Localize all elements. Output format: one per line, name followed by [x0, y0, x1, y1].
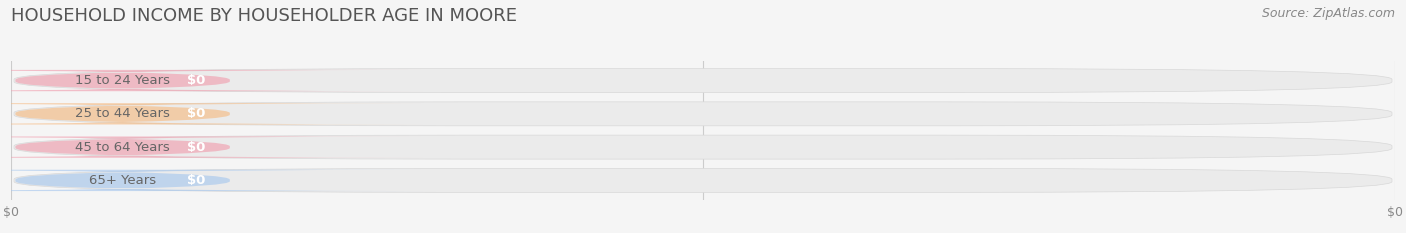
- Text: Source: ZipAtlas.com: Source: ZipAtlas.com: [1261, 7, 1395, 20]
- FancyBboxPatch shape: [0, 103, 423, 124]
- Text: 65+ Years: 65+ Years: [89, 174, 156, 187]
- FancyBboxPatch shape: [14, 69, 1392, 93]
- FancyBboxPatch shape: [0, 137, 423, 158]
- Text: $0: $0: [187, 74, 205, 87]
- Text: HOUSEHOLD INCOME BY HOUSEHOLDER AGE IN MOORE: HOUSEHOLD INCOME BY HOUSEHOLDER AGE IN M…: [11, 7, 517, 25]
- Text: 45 to 64 Years: 45 to 64 Years: [76, 141, 170, 154]
- Text: 15 to 24 Years: 15 to 24 Years: [75, 74, 170, 87]
- FancyBboxPatch shape: [14, 102, 1392, 126]
- Text: $0: $0: [187, 107, 205, 120]
- Text: $0: $0: [187, 174, 205, 187]
- FancyBboxPatch shape: [14, 168, 1392, 192]
- FancyBboxPatch shape: [0, 70, 423, 91]
- FancyBboxPatch shape: [0, 170, 423, 191]
- FancyBboxPatch shape: [14, 135, 1392, 159]
- Text: 25 to 44 Years: 25 to 44 Years: [75, 107, 170, 120]
- Text: $0: $0: [187, 141, 205, 154]
